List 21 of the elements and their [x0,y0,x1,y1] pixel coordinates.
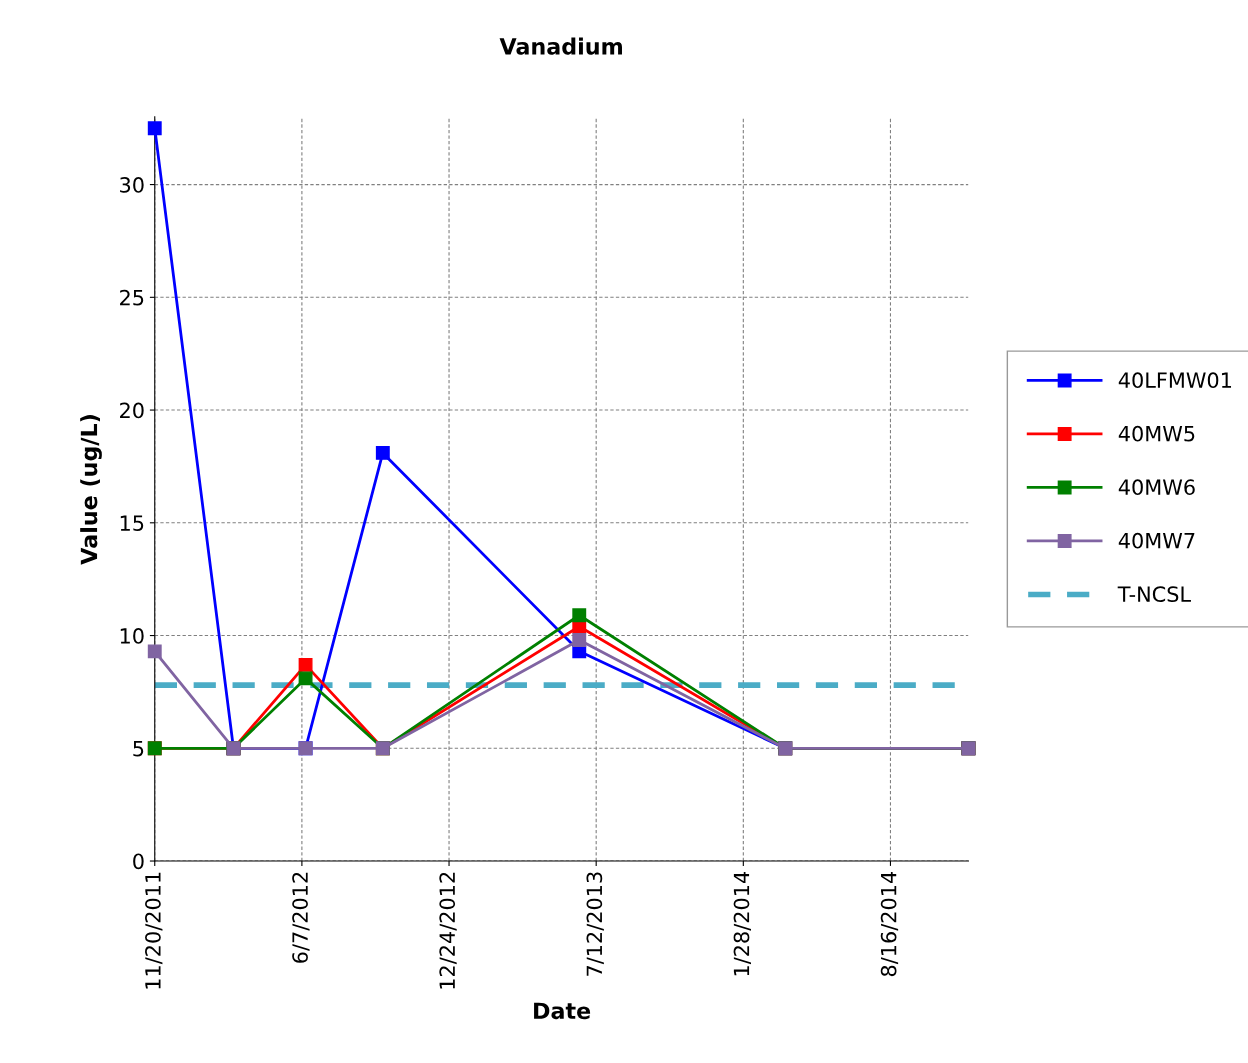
y-tick-label: 20 [120,402,144,419]
x-tick-label: 8/16/2014 [880,871,899,977]
y-tick-label: 25 [120,289,144,306]
legend-label: 40MW5 [1118,425,1195,442]
legend-label: 40MW7 [1118,532,1195,549]
legend-label: 40MW6 [1118,479,1195,496]
x-axis-title: Date [534,1002,591,1020]
y-tick-label: 15 [120,515,144,532]
y-axis-title: Value (ug/L) [80,415,102,565]
y-tick-label: 5 [133,741,144,757]
chart-title: Vanadium [499,37,622,55]
y-tick-label: 0 [133,853,144,870]
x-tick-label: 6/7/2012 [292,872,310,963]
legend-label: 40LFMW01 [1118,372,1232,389]
x-tick-label: 7/12/2013 [586,872,604,976]
x-tick-label: 11/20/2011 [145,872,163,989]
x-tick-label: 1/28/2014 [733,871,751,976]
legend-label: T-NCSL [1117,586,1191,603]
y-tick-label: 30 [120,177,144,193]
x-tick-label: 12/24/2012 [439,872,457,989]
y-tick-label: 10 [120,628,144,644]
